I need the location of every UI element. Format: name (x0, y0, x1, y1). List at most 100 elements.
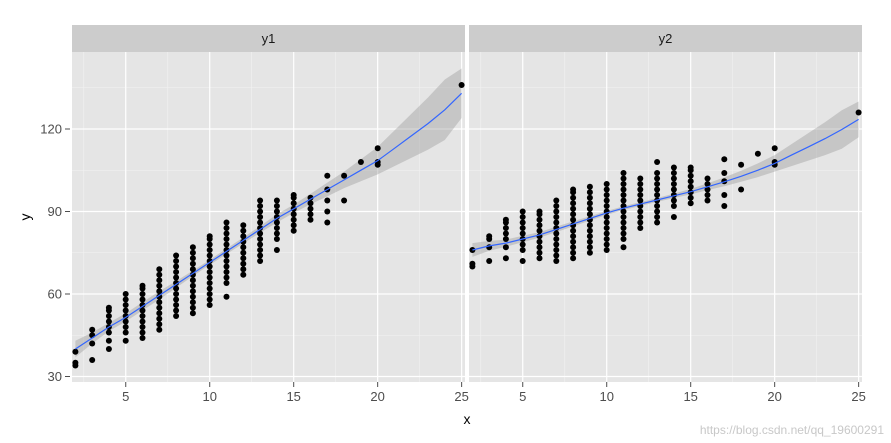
data-point (603, 219, 610, 226)
data-point (586, 194, 593, 201)
data-point (704, 197, 711, 204)
data-point (324, 219, 331, 226)
x-tick-label: 20 (370, 389, 384, 404)
data-point (536, 208, 543, 215)
data-point (189, 304, 196, 311)
data-point (603, 241, 610, 248)
data-point (206, 252, 213, 259)
data-point (206, 263, 213, 270)
data-point (273, 236, 280, 242)
panel-y1-points (72, 82, 465, 369)
data-point (620, 244, 627, 251)
data-point (206, 285, 213, 292)
data-point (721, 170, 728, 176)
data-point (257, 197, 264, 204)
data-point (620, 175, 627, 182)
data-point (570, 186, 577, 193)
data-point (223, 225, 230, 231)
x-tick-label: 25 (454, 389, 468, 404)
data-point (156, 288, 163, 295)
data-point (519, 230, 526, 237)
data-point (223, 252, 230, 259)
data-point (519, 241, 526, 248)
x-axis-title: x (464, 411, 471, 427)
data-point (156, 310, 163, 317)
data-point (704, 192, 711, 198)
data-point (637, 197, 644, 204)
data-point (189, 271, 196, 278)
data-point (223, 274, 230, 281)
data-point (620, 186, 627, 193)
data-point (620, 214, 627, 220)
data-point (754, 150, 761, 157)
data-point (206, 241, 213, 248)
data-point (620, 197, 627, 204)
data-point (156, 326, 163, 333)
data-point (257, 214, 264, 220)
data-point (273, 214, 280, 220)
data-point (687, 200, 694, 207)
data-point (122, 329, 129, 336)
data-point (189, 244, 196, 251)
data-point (156, 266, 163, 273)
data-point (519, 219, 526, 226)
data-point (173, 307, 180, 314)
data-point (458, 82, 465, 88)
data-point (620, 181, 627, 187)
data-point (603, 186, 610, 193)
data-point (603, 203, 610, 209)
data-point (223, 241, 230, 248)
data-point (273, 203, 280, 209)
data-point (324, 197, 331, 204)
data-point (257, 241, 264, 248)
data-point (570, 255, 577, 262)
data-point (189, 293, 196, 300)
data-point (122, 337, 129, 344)
x-tick-label: 10 (202, 389, 216, 404)
data-point (469, 260, 476, 267)
data-point (670, 175, 677, 182)
x-tick-label: 25 (851, 389, 865, 404)
data-point (620, 236, 627, 242)
data-point (139, 324, 146, 330)
data-point (122, 324, 129, 330)
data-point (603, 225, 610, 231)
data-point (670, 186, 677, 193)
data-point (620, 192, 627, 198)
data-point (139, 282, 146, 289)
data-point (536, 222, 543, 229)
panel-y2-strip (469, 25, 862, 52)
x-tick-label: 15 (286, 389, 300, 404)
data-point (341, 172, 348, 179)
data-point (240, 260, 247, 267)
data-point (637, 175, 644, 182)
data-point (637, 186, 644, 193)
data-point (122, 313, 129, 319)
data-point (771, 145, 778, 152)
data-point (189, 277, 196, 284)
data-point (223, 258, 230, 264)
data-point (603, 230, 610, 237)
data-point (586, 189, 593, 196)
watermark: https://blog.csdn.net/qq_19600291 (700, 423, 884, 437)
data-point (105, 329, 112, 336)
data-point (156, 321, 163, 328)
data-point (603, 181, 610, 187)
data-point (586, 238, 593, 245)
data-point (855, 109, 862, 116)
trend-line (75, 92, 463, 350)
data-point (223, 219, 230, 226)
data-point (240, 271, 247, 278)
data-point (553, 203, 560, 209)
panel-y2-trend (472, 118, 859, 251)
data-point (173, 291, 180, 297)
data-point (721, 192, 728, 198)
data-point (156, 277, 163, 284)
data-point (223, 293, 230, 300)
data-point (553, 258, 560, 264)
data-point (553, 230, 560, 237)
trend-line (472, 118, 859, 251)
data-point (173, 252, 180, 259)
data-point (122, 307, 129, 314)
